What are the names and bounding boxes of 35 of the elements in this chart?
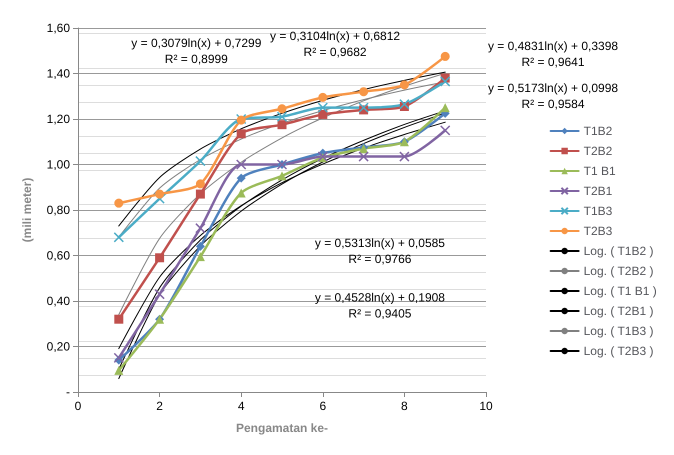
y-tick-label: 1,60 xyxy=(46,21,70,35)
x-tick-label: 10 xyxy=(479,399,493,413)
annotation: y = 0,3104ln(x) + 0,6812 R² = 0,9682 xyxy=(270,28,400,59)
legend-label: Log. ( T2B3 ) xyxy=(584,344,654,358)
legend-label: T1B3 xyxy=(584,204,613,218)
x-tick-label: 0 xyxy=(74,399,82,413)
text: y = 0,5173ln(x) + 0,0998 R² = 0,9584 xyxy=(488,81,618,111)
y-axis-title: (mili meter) xyxy=(20,178,34,242)
x-tick-label: 4 xyxy=(238,399,245,413)
y-tick-label: 1,40 xyxy=(46,66,70,80)
legend-label: Log. ( T1B2 ) xyxy=(584,244,654,258)
legend-label: Log. ( T2B1 ) xyxy=(584,304,654,318)
legend-label: Log. ( T1 B1 ) xyxy=(584,284,657,298)
legend-label: T1 B1 xyxy=(584,164,616,178)
legend-label: T2B2 xyxy=(584,144,613,158)
legend-label: Log. ( T1B3 ) xyxy=(584,324,654,338)
y-tick-label: 0,20 xyxy=(46,340,70,354)
annotation: y = 0,3079ln(x) + 0,7299 R² = 0,8999 xyxy=(131,36,262,66)
legend-label: T1B2 xyxy=(584,124,613,138)
y-tick-label: 0,80 xyxy=(46,203,70,217)
y-tick-label: 0,60 xyxy=(46,248,70,262)
x-tick-label: 2 xyxy=(156,399,164,413)
y-tick-label: 0,40 xyxy=(46,294,70,308)
legend-label: T2B3 xyxy=(584,224,613,238)
legend-label: T2B1 xyxy=(584,184,613,198)
y-tick-label: 1,00 xyxy=(46,158,70,172)
x-tick-label: 8 xyxy=(401,399,408,413)
annotation: y = 0,4528ln(x) + 0,1908 R² = 0,9405 xyxy=(314,290,446,321)
annotation: y = 0,5313ln(x) + 0,0585 R² = 0,9766 xyxy=(314,236,446,266)
y-tick-label: 1,20 xyxy=(46,112,70,126)
y-tick-label: - xyxy=(66,385,70,399)
x-axis-title: Pengamatan ke- xyxy=(236,421,328,435)
legend-label: Log. ( T2B2 ) xyxy=(584,264,654,278)
x-tick-label: 6 xyxy=(319,399,326,413)
text: y = 0,4831ln(x) + 0,3398 R² = 0,9641 xyxy=(488,39,618,69)
